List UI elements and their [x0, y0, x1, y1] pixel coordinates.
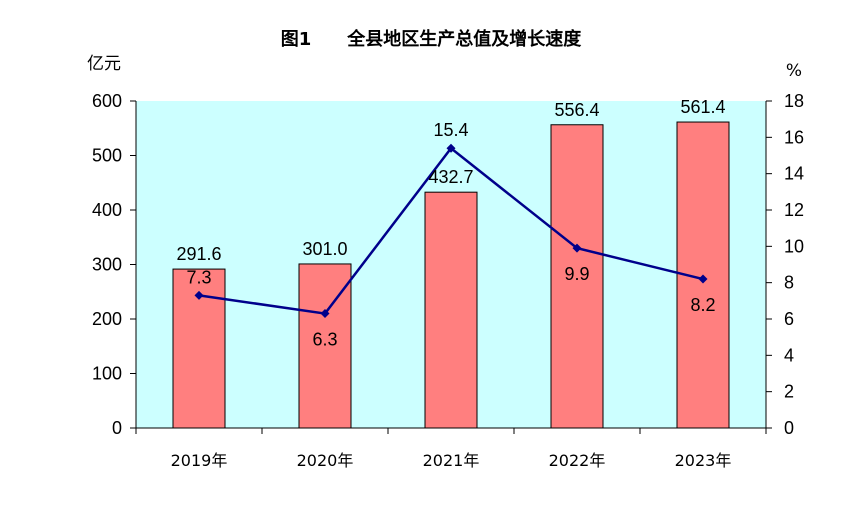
y2-axis-label: % [786, 61, 802, 81]
y2-tick-label: 8 [784, 273, 794, 293]
bar-2021年 [424, 191, 478, 429]
line-marker-2020年 [320, 309, 330, 319]
bar-value-label: 561.4 [680, 97, 725, 117]
y2-tick-label: 10 [784, 236, 804, 256]
y-axis-label: 亿元 [87, 54, 121, 74]
bar-value-label: 556.4 [554, 100, 599, 120]
y-tick-label: 200 [92, 309, 122, 329]
line-marker-2019年 [194, 290, 204, 300]
y2-tick-label: 4 [784, 345, 794, 365]
line-value-label: 8.2 [690, 295, 715, 315]
line-value-label: 6.3 [312, 330, 337, 350]
line-marker-2021年 [446, 143, 456, 153]
x-tick-label: 2023年 [675, 451, 732, 470]
y-tick-label: 500 [92, 146, 122, 166]
y-tick-label: 0 [112, 418, 122, 438]
bar-value-label: 432.7 [428, 167, 473, 187]
y-tick-label: 600 [92, 91, 122, 111]
y-tick-label: 300 [92, 255, 122, 275]
y2-tick-label: 16 [784, 127, 804, 147]
line-marker-2023年 [698, 274, 708, 284]
bar-value-label: 291.6 [176, 244, 221, 264]
line-marker-2022年 [572, 243, 582, 253]
y2-tick-label: 6 [784, 309, 794, 329]
line-value-label: 15.4 [433, 120, 468, 140]
y-tick-label: 100 [92, 364, 122, 384]
x-tick-label: 2021年 [423, 451, 480, 470]
x-tick-label: 2020年 [297, 451, 354, 470]
line-value-label: 7.3 [186, 267, 211, 287]
chart-title: 图1 全县地区生产总值及增长速度 [281, 28, 583, 50]
x-tick-label: 2022年 [549, 451, 606, 470]
y2-tick-label: 12 [784, 200, 804, 220]
bar-2022年 [550, 124, 604, 429]
line-value-label: 9.9 [564, 264, 589, 284]
y2-tick-label: 0 [784, 418, 794, 438]
y2-tick-label: 18 [784, 91, 804, 111]
y-tick-label: 400 [92, 200, 122, 220]
y2-tick-label: 14 [784, 164, 804, 184]
x-tick-label: 2019年 [171, 451, 228, 470]
y2-tick-label: 2 [784, 382, 794, 402]
bar-value-label: 301.0 [302, 239, 347, 259]
